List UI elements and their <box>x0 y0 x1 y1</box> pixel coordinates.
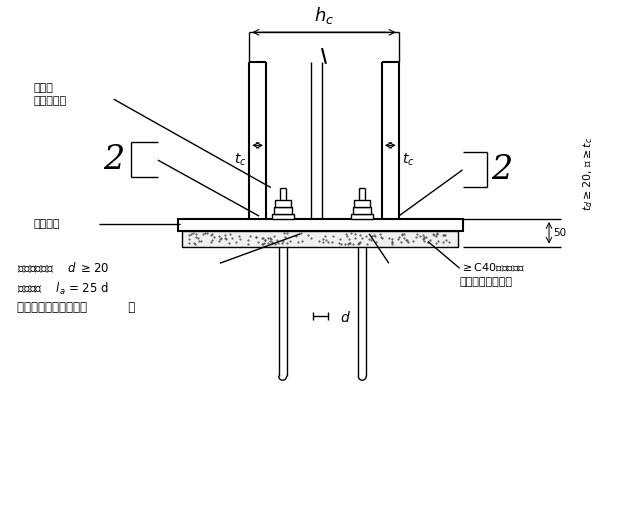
Text: 锚栓公称直径    $d$ $\geq$20: 锚栓公称直径 $d$ $\geq$20 <box>17 261 109 276</box>
Text: 锚固长度    $l_a$ = 25 d: 锚固长度 $l_a$ = 25 d <box>17 281 109 297</box>
Bar <box>178 219 462 231</box>
Text: $t_d$$\geq$20, 且$\geq$$t_c$: $t_d$$\geq$20, 且$\geq$$t_c$ <box>582 137 595 211</box>
Text: 磨平顶紧: 磨平顶紧 <box>33 219 60 229</box>
Bar <box>352 214 373 219</box>
Bar <box>354 207 371 214</box>
Text: （下端应作弯钩或锚板           ）: （下端应作弯钩或锚板 ） <box>17 301 136 314</box>
Text: $t_c$: $t_c$ <box>402 151 414 167</box>
Bar <box>354 200 370 207</box>
Text: $h_c$: $h_c$ <box>314 5 334 26</box>
Text: 与垫板点焊: 与垫板点焊 <box>33 96 66 106</box>
Text: 混凝土或铁屑砂浆: 混凝土或铁屑砂浆 <box>460 277 513 287</box>
Bar <box>275 200 290 207</box>
Text: 双螺母: 双螺母 <box>33 83 53 93</box>
Text: 2: 2 <box>491 154 513 186</box>
Text: $t_c$: $t_c$ <box>234 151 246 167</box>
Text: 2: 2 <box>103 144 124 176</box>
Bar <box>182 231 458 246</box>
Text: 50: 50 <box>553 228 566 238</box>
Bar <box>272 214 294 219</box>
Bar <box>274 207 292 214</box>
Text: $\geq$C40无收缩细石: $\geq$C40无收缩细石 <box>460 261 525 273</box>
Text: $d$: $d$ <box>339 310 350 325</box>
